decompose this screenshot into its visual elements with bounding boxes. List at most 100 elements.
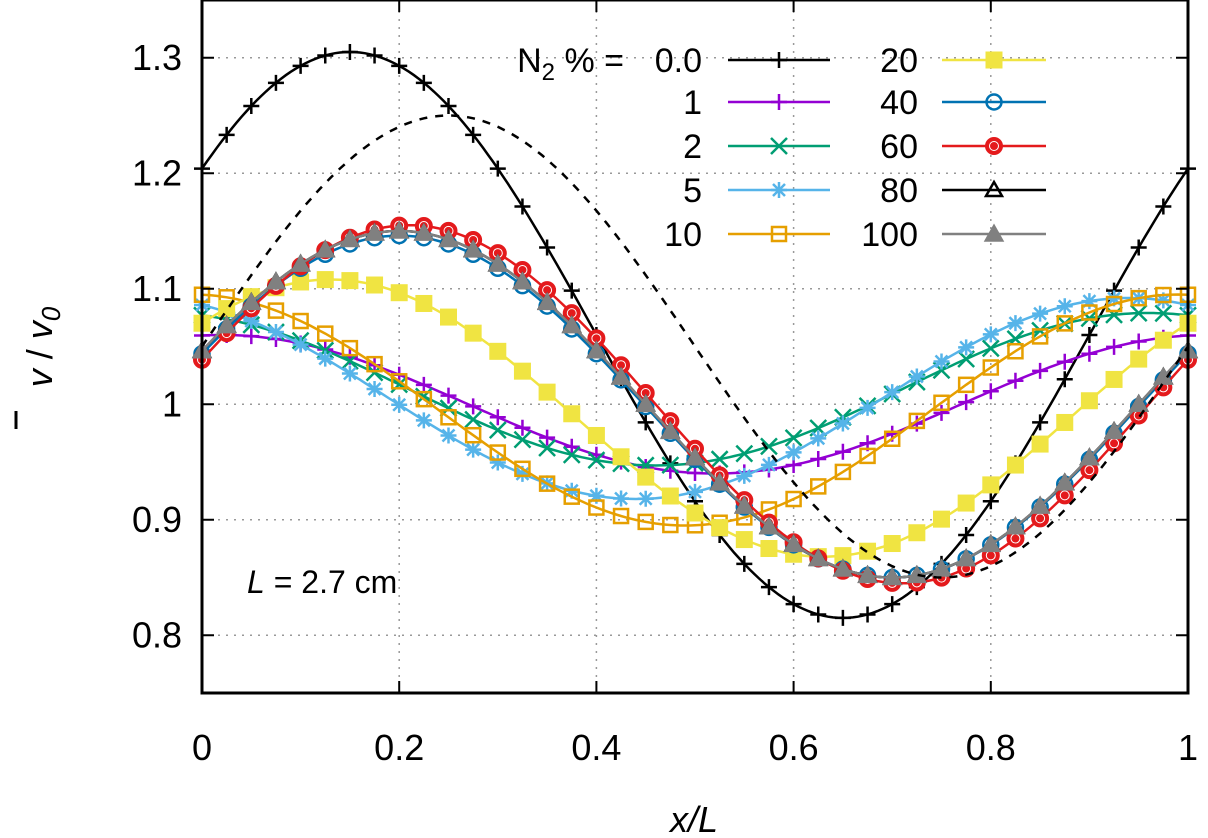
marker bbox=[1105, 305, 1123, 324]
marker bbox=[243, 328, 260, 345]
marker bbox=[613, 490, 630, 507]
marker bbox=[317, 47, 334, 64]
marker bbox=[859, 542, 877, 560]
marker bbox=[536, 291, 558, 311]
marker bbox=[487, 253, 509, 272]
marker bbox=[539, 429, 556, 446]
marker bbox=[908, 368, 925, 385]
x-tick-label: 0.8 bbox=[966, 727, 1016, 768]
marker bbox=[563, 488, 580, 505]
marker bbox=[563, 438, 580, 455]
marker bbox=[985, 137, 1003, 155]
marker bbox=[563, 405, 581, 423]
marker bbox=[512, 271, 533, 290]
marker bbox=[637, 414, 654, 431]
marker bbox=[981, 339, 1000, 358]
x-tick-label: 1 bbox=[1178, 727, 1198, 768]
length-annotation: L = 2.7 cm bbox=[247, 564, 397, 600]
marker bbox=[292, 312, 309, 330]
marker bbox=[465, 126, 482, 143]
marker bbox=[810, 430, 827, 447]
marker bbox=[388, 220, 410, 239]
marker bbox=[586, 340, 607, 359]
marker bbox=[1056, 315, 1073, 332]
marker bbox=[440, 427, 457, 444]
marker bbox=[771, 52, 787, 68]
marker bbox=[1155, 286, 1172, 304]
marker bbox=[1081, 326, 1098, 343]
marker bbox=[770, 137, 788, 155]
marker bbox=[438, 228, 459, 248]
marker bbox=[760, 579, 777, 596]
marker bbox=[687, 483, 703, 500]
y-tick-label: 0.9 bbox=[132, 499, 182, 540]
marker bbox=[267, 74, 284, 91]
marker bbox=[588, 499, 605, 516]
marker bbox=[1154, 304, 1173, 323]
marker bbox=[1130, 239, 1147, 256]
marker bbox=[1129, 304, 1148, 323]
marker bbox=[464, 324, 482, 342]
marker bbox=[267, 324, 284, 341]
legend-label: 40 bbox=[880, 84, 918, 122]
marker bbox=[1031, 435, 1049, 453]
marker bbox=[883, 430, 901, 447]
legend-label: 2 bbox=[683, 128, 702, 166]
x-axis-label: x/L bbox=[668, 799, 718, 838]
marker-ring bbox=[1084, 465, 1095, 476]
marker bbox=[587, 451, 606, 469]
marker bbox=[1130, 333, 1147, 350]
marker bbox=[341, 43, 358, 60]
marker bbox=[366, 276, 384, 294]
marker bbox=[514, 460, 531, 478]
legend-label: 5 bbox=[683, 172, 702, 210]
marker bbox=[660, 420, 681, 440]
marker bbox=[462, 239, 484, 258]
length-var: L bbox=[247, 564, 265, 600]
legend-prefix: N2 % = bbox=[517, 42, 624, 86]
marker bbox=[859, 447, 876, 465]
marker bbox=[1005, 516, 1026, 535]
marker bbox=[735, 444, 754, 463]
marker bbox=[807, 548, 829, 567]
marker bbox=[931, 558, 952, 577]
marker bbox=[413, 222, 435, 241]
marker bbox=[1079, 447, 1100, 466]
marker bbox=[1031, 328, 1049, 345]
marker bbox=[983, 179, 1005, 198]
marker bbox=[464, 410, 483, 429]
marker bbox=[785, 490, 802, 508]
legend-label: 20 bbox=[880, 42, 918, 80]
marker bbox=[770, 225, 788, 243]
marker bbox=[390, 375, 409, 394]
marker bbox=[514, 465, 531, 482]
marker bbox=[1106, 290, 1123, 307]
marker bbox=[366, 355, 383, 373]
marker bbox=[908, 524, 926, 542]
marker bbox=[1155, 198, 1172, 215]
marker bbox=[366, 381, 383, 398]
y-label-sep: / bbox=[19, 339, 60, 369]
marker bbox=[316, 271, 334, 289]
marker bbox=[955, 548, 977, 567]
marker bbox=[290, 253, 311, 272]
y-axis-label: v / v0 bbox=[14, 306, 66, 429]
marker-ring bbox=[1059, 490, 1070, 501]
marker bbox=[771, 94, 787, 110]
marker bbox=[933, 510, 950, 528]
marker bbox=[1105, 370, 1123, 388]
marker bbox=[982, 493, 999, 510]
marker bbox=[734, 495, 755, 514]
marker bbox=[267, 302, 285, 319]
marker bbox=[440, 98, 457, 115]
marker bbox=[464, 426, 482, 444]
marker bbox=[957, 376, 975, 394]
marker bbox=[933, 394, 950, 412]
marker bbox=[513, 362, 531, 380]
marker bbox=[982, 359, 1000, 376]
y-tick-label: 1.2 bbox=[132, 152, 182, 193]
marker bbox=[1103, 420, 1125, 440]
legend-label: 0.0 bbox=[655, 42, 702, 80]
marker bbox=[1056, 353, 1073, 370]
